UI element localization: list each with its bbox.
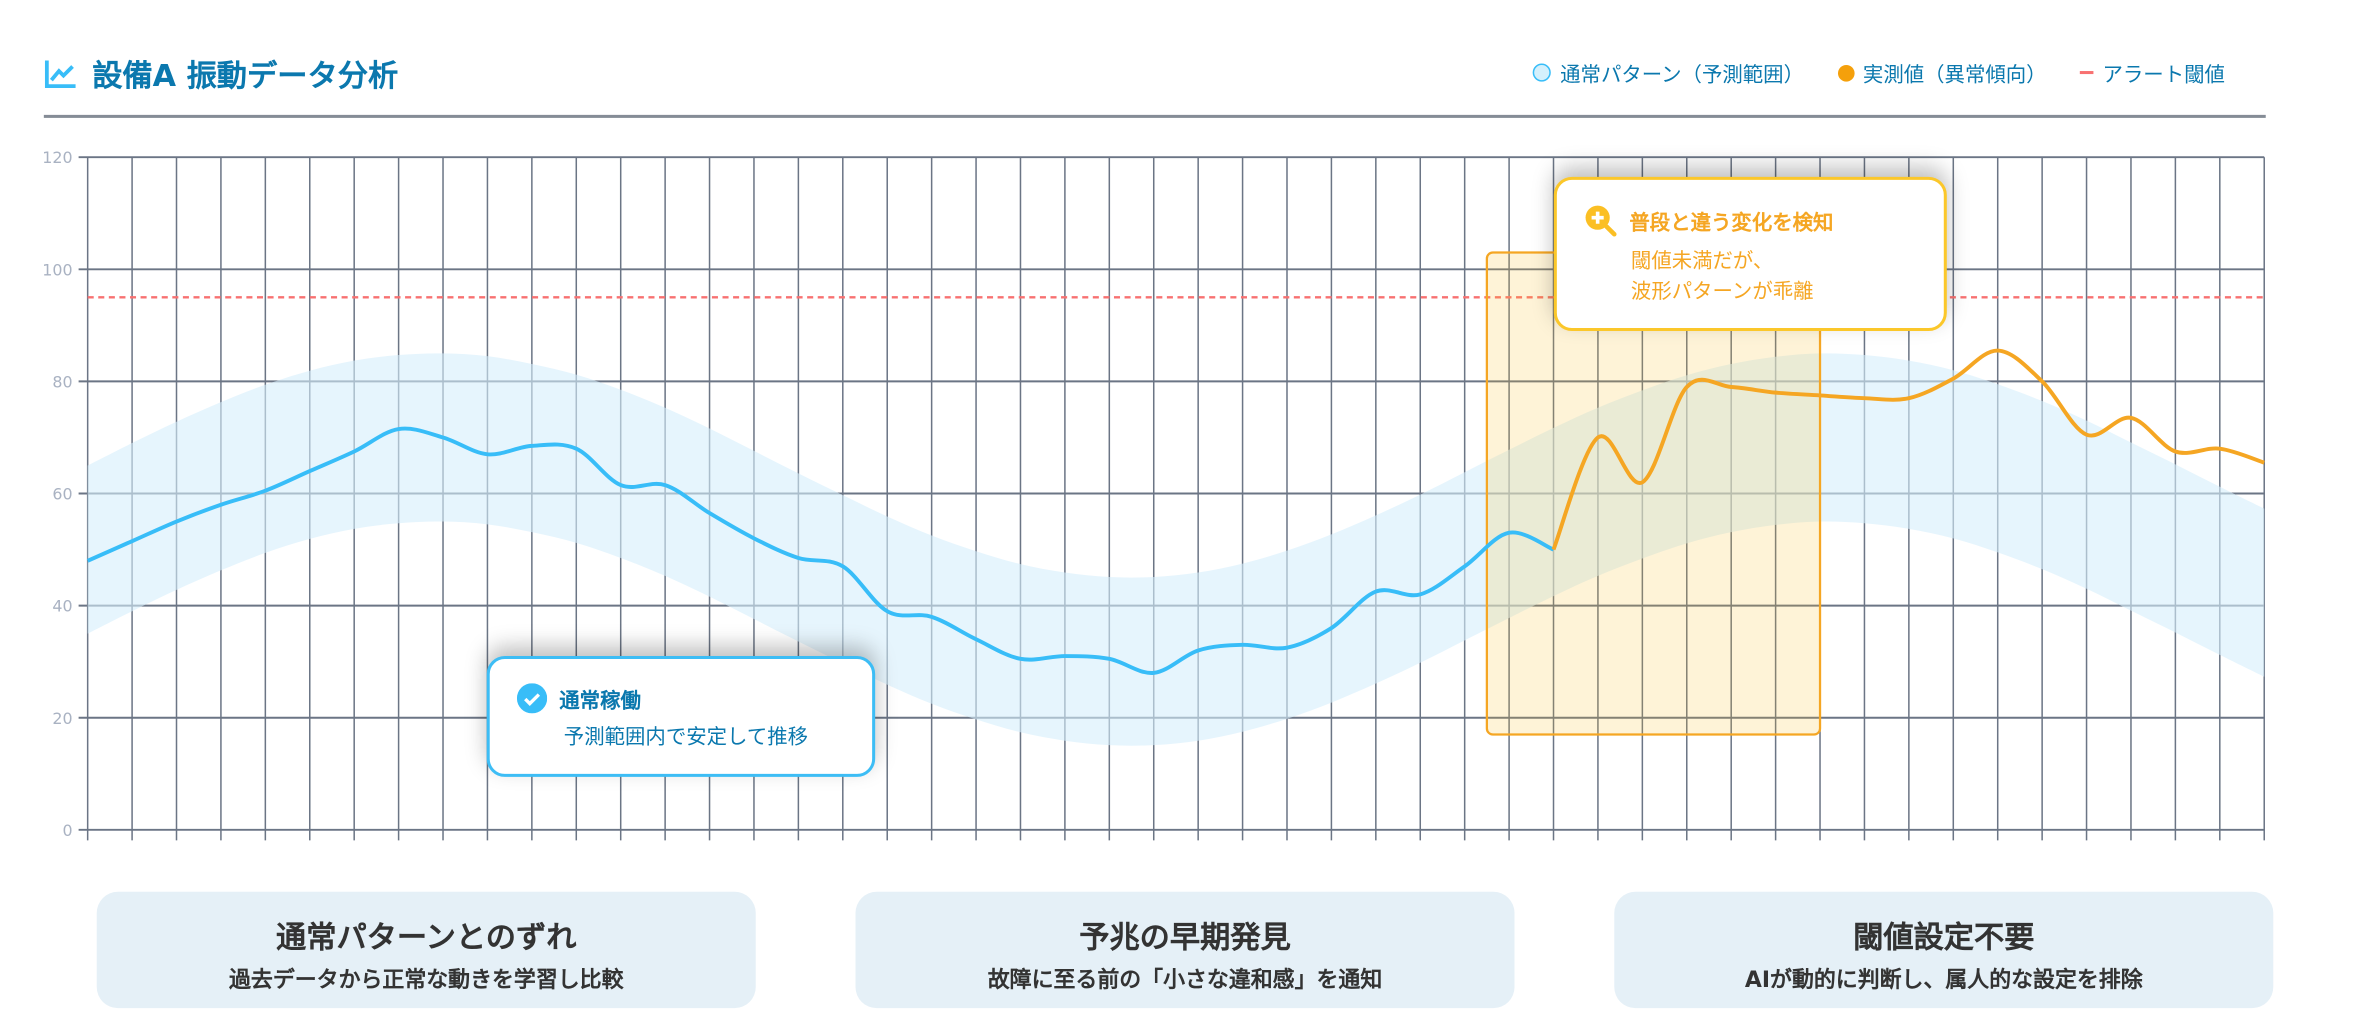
zoom-in-icon bbox=[1585, 205, 1617, 237]
anomaly-callout: 普段と違う変化を検知 閾値未満だが、 波形パターンが乖離 bbox=[1553, 176, 1947, 332]
y-tick-label: 80 bbox=[52, 372, 72, 391]
y-tick-label: 40 bbox=[52, 597, 72, 616]
card-subtitle: 過去データから正常な動きを学習し比較 bbox=[228, 968, 624, 994]
circle-outline-icon bbox=[1532, 63, 1552, 82]
normal-series-line bbox=[86, 426, 1555, 675]
card-subtitle: 故障に至る前の「小さな違和感」を通知 bbox=[987, 968, 1383, 994]
legend-item-actual: 実測値（異常傾向） bbox=[1837, 57, 2047, 88]
feature-card-early-detection: 予兆の早期発見 故障に至る前の「小さな違和感」を通知 bbox=[855, 891, 1515, 1009]
actual-series-line bbox=[1551, 348, 2265, 551]
anomaly-callout-line1: 閾値未満だが、 bbox=[1630, 249, 1774, 274]
card-title: 通常パターンとのずれ bbox=[275, 918, 577, 956]
feature-card-no-threshold: 閾値設定不要 AIが動的に判断し、属人的な設定を排除 bbox=[1614, 891, 2274, 1009]
y-tick-label: 120 bbox=[42, 148, 72, 167]
card-subtitle: AIが動的に判断し、属人的な設定を排除 bbox=[1744, 968, 2143, 994]
card-title: 閾値設定不要 bbox=[1853, 918, 2035, 956]
normal-callout: 通常稼働 予測範囲内で安定して推移 bbox=[486, 655, 876, 777]
y-tick-label: 100 bbox=[42, 260, 72, 279]
title-text: 設備A 振動データ分析 bbox=[92, 57, 399, 94]
legend: 通常パターン（予測範囲） 実測値（異常傾向） アラート閾値 bbox=[1532, 57, 2225, 88]
dash-icon bbox=[2079, 71, 2094, 75]
feature-card-deviation: 通常パターンとのずれ 過去データから正常な動きを学習し比較 bbox=[96, 891, 756, 1009]
legend-item-normal: 通常パターン（予測範囲） bbox=[1532, 57, 1804, 88]
circle-filled-icon bbox=[1837, 64, 1854, 81]
header-divider bbox=[43, 114, 2266, 118]
y-tick-label: 0 bbox=[62, 821, 72, 840]
anomaly-callout-title: 普段と違う変化を検知 bbox=[1629, 211, 1834, 236]
normal-callout-title: 通常稼働 bbox=[559, 689, 641, 714]
line-chart-icon bbox=[44, 59, 76, 88]
legend-item-alert: アラート閾値 bbox=[2079, 57, 2225, 88]
expected-range-band bbox=[87, 353, 2265, 746]
anomaly-callout-line2: 波形パターンが乖離 bbox=[1630, 279, 1814, 304]
page-title: 設備A 振動データ分析 bbox=[44, 51, 398, 95]
y-tick-label: 20 bbox=[52, 709, 72, 728]
normal-callout-body: 予測範囲内で安定して推移 bbox=[563, 725, 809, 750]
card-title: 予兆の早期発見 bbox=[1079, 918, 1291, 956]
y-tick-label: 60 bbox=[52, 485, 72, 504]
check-circle-icon bbox=[516, 683, 548, 714]
